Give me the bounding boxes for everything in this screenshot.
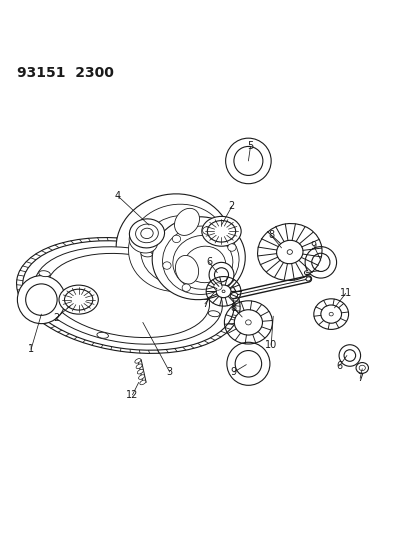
Ellipse shape <box>207 221 235 242</box>
Ellipse shape <box>26 284 57 316</box>
Ellipse shape <box>214 268 228 282</box>
Ellipse shape <box>175 255 198 284</box>
Ellipse shape <box>135 359 140 363</box>
Text: 12: 12 <box>126 390 138 400</box>
Ellipse shape <box>129 229 157 253</box>
Ellipse shape <box>221 290 225 293</box>
Ellipse shape <box>129 219 164 248</box>
Text: 4: 4 <box>115 191 121 201</box>
Ellipse shape <box>184 246 225 282</box>
Ellipse shape <box>305 277 310 281</box>
Ellipse shape <box>328 312 332 316</box>
Ellipse shape <box>153 227 211 277</box>
Ellipse shape <box>140 216 219 284</box>
Ellipse shape <box>216 285 230 297</box>
Text: 7: 7 <box>356 373 363 383</box>
Ellipse shape <box>233 147 262 175</box>
Ellipse shape <box>140 380 145 385</box>
Ellipse shape <box>311 253 329 271</box>
Ellipse shape <box>287 249 292 254</box>
Text: 10: 10 <box>264 340 277 350</box>
Ellipse shape <box>209 262 233 287</box>
Text: 7: 7 <box>201 299 208 309</box>
Ellipse shape <box>245 320 251 325</box>
Ellipse shape <box>97 332 108 338</box>
Ellipse shape <box>225 138 271 184</box>
Ellipse shape <box>140 251 152 257</box>
Ellipse shape <box>230 293 237 298</box>
Text: 93151  2300: 93151 2300 <box>17 66 113 80</box>
Ellipse shape <box>338 345 360 366</box>
Ellipse shape <box>174 208 199 236</box>
Text: 3: 3 <box>166 367 172 377</box>
Ellipse shape <box>39 271 50 277</box>
Ellipse shape <box>47 253 209 337</box>
Text: 11: 11 <box>339 288 351 298</box>
Text: 9: 9 <box>230 367 236 377</box>
Ellipse shape <box>172 235 180 243</box>
Ellipse shape <box>208 311 219 317</box>
Text: 8: 8 <box>268 230 273 240</box>
Ellipse shape <box>173 236 232 289</box>
Ellipse shape <box>140 228 153 239</box>
Ellipse shape <box>135 224 158 243</box>
Ellipse shape <box>234 310 262 335</box>
Ellipse shape <box>152 217 244 300</box>
Ellipse shape <box>355 362 368 373</box>
Text: 1: 1 <box>28 344 34 354</box>
Ellipse shape <box>320 305 341 323</box>
Ellipse shape <box>34 247 222 344</box>
Ellipse shape <box>162 262 171 269</box>
Ellipse shape <box>137 369 143 374</box>
Ellipse shape <box>23 241 233 350</box>
Ellipse shape <box>116 194 231 298</box>
Ellipse shape <box>136 364 142 369</box>
Text: 2: 2 <box>52 313 59 323</box>
Ellipse shape <box>227 244 235 251</box>
Ellipse shape <box>276 240 302 264</box>
Ellipse shape <box>358 365 365 370</box>
Ellipse shape <box>343 350 355 361</box>
Ellipse shape <box>304 247 336 278</box>
Ellipse shape <box>202 227 210 234</box>
Ellipse shape <box>128 204 227 292</box>
Text: 2: 2 <box>228 201 235 212</box>
Text: 6: 6 <box>206 257 211 268</box>
Ellipse shape <box>59 285 98 314</box>
Ellipse shape <box>138 375 144 379</box>
Ellipse shape <box>226 342 269 385</box>
Ellipse shape <box>202 216 240 246</box>
Text: 5: 5 <box>247 141 253 151</box>
Ellipse shape <box>182 284 190 292</box>
Ellipse shape <box>213 282 221 290</box>
Ellipse shape <box>235 351 261 377</box>
Text: 8: 8 <box>230 303 236 313</box>
Text: 6: 6 <box>336 361 342 371</box>
Ellipse shape <box>17 276 65 324</box>
Ellipse shape <box>162 226 238 294</box>
Ellipse shape <box>64 289 93 310</box>
Text: 9: 9 <box>310 241 316 251</box>
